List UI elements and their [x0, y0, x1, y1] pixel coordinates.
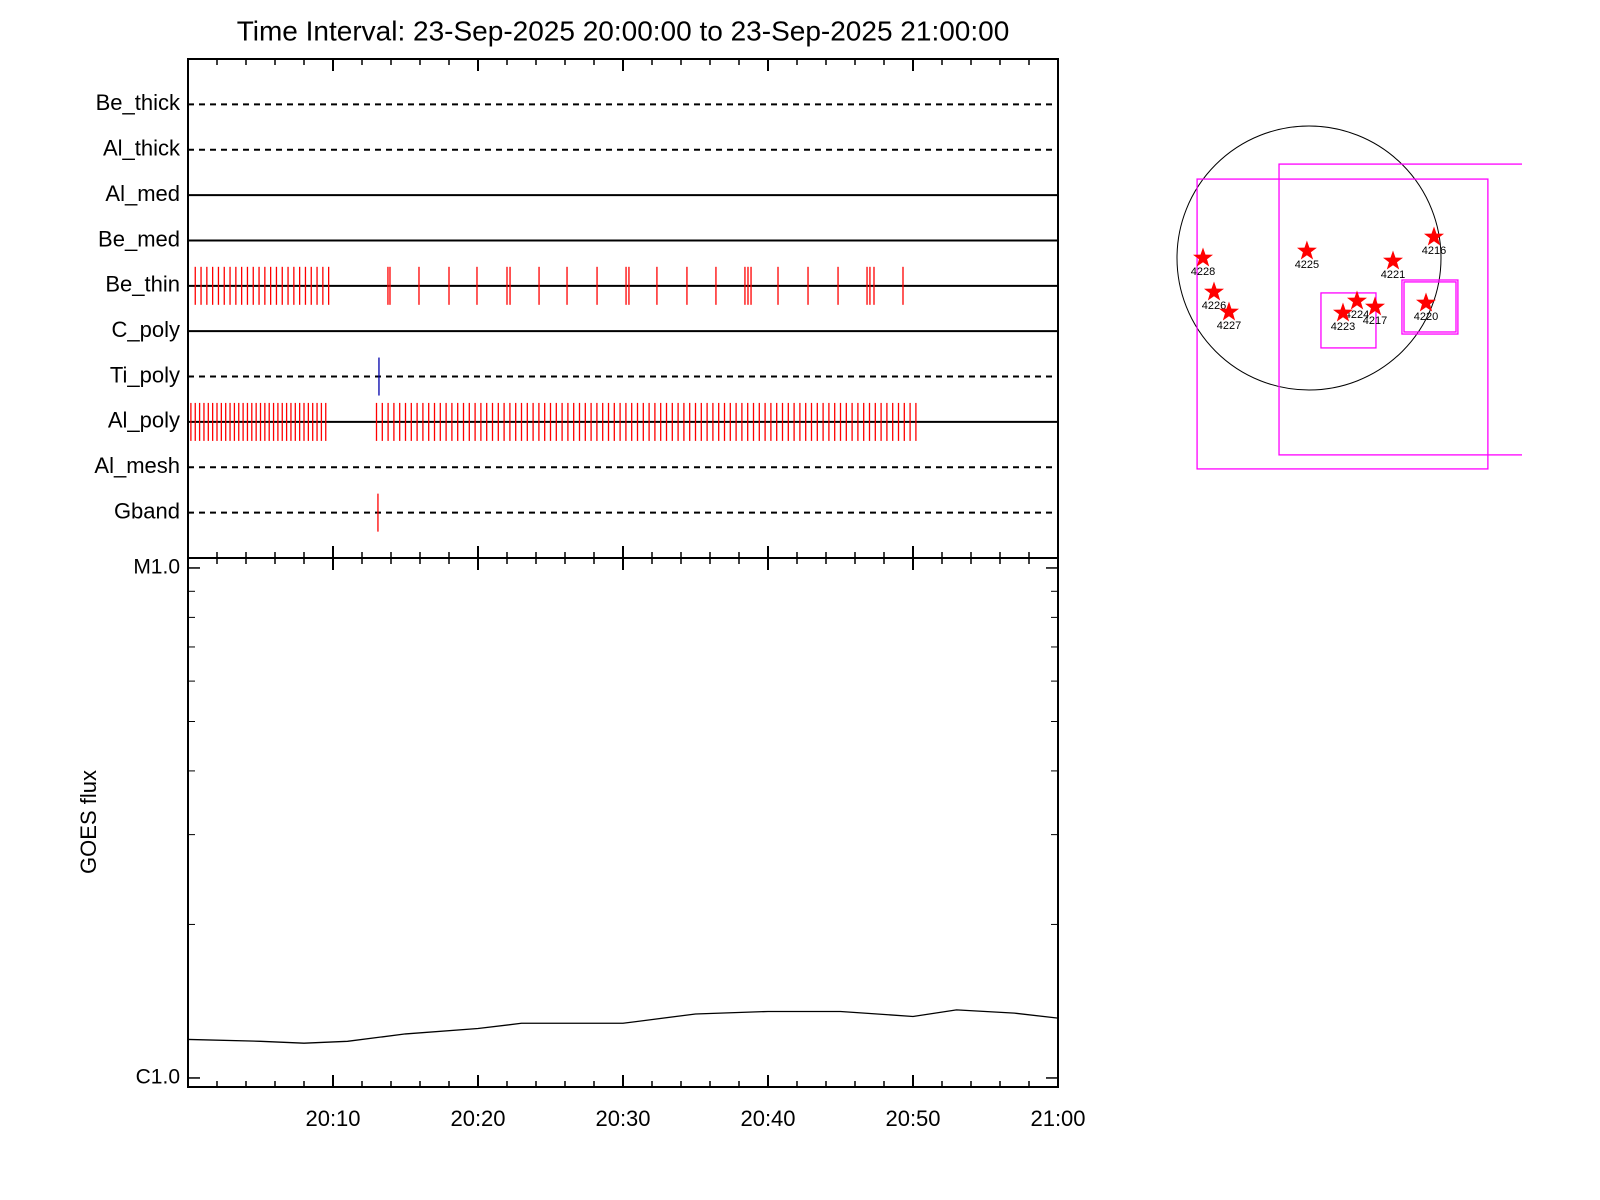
- region-label: 4220: [1414, 311, 1438, 323]
- y-axis-label: GOES flux: [76, 770, 101, 874]
- region-label: 4221: [1381, 269, 1405, 281]
- x-tick-label: 20:40: [740, 1106, 795, 1131]
- region-star: [1219, 301, 1239, 321]
- region-star: [1333, 302, 1353, 322]
- goes-flux-line: [187, 1009, 1059, 1044]
- region-label: 4224: [1345, 309, 1369, 321]
- channel-label: C_poly: [112, 317, 180, 342]
- x-tick-label: 21:00: [1030, 1106, 1085, 1131]
- region-star: [1347, 290, 1367, 310]
- channel-label: Gband: [114, 498, 180, 523]
- channel-label: Be_thin: [105, 272, 180, 297]
- channel-label: Al_thick: [103, 136, 181, 161]
- region-star: [1193, 247, 1213, 267]
- chart-title: Time Interval: 23-Sep-2025 20:00:00 to 2…: [237, 15, 1010, 46]
- channel-label: Be_med: [98, 226, 180, 251]
- fov-box: [1196, 178, 1489, 470]
- region-label: 4227: [1217, 320, 1241, 332]
- region-label: 4216: [1422, 245, 1446, 257]
- fov-box: [1403, 281, 1457, 333]
- region-star: [1365, 296, 1385, 316]
- x-tick-label: 20:50: [885, 1106, 940, 1131]
- region-star: [1424, 226, 1444, 246]
- channel-label: Al_mesh: [94, 453, 180, 478]
- solar-disk: [1176, 125, 1442, 391]
- fov-box: [1278, 163, 1522, 456]
- x-tick-label: 20:10: [305, 1106, 360, 1131]
- region-star: [1204, 281, 1224, 301]
- y-tick-label: C1.0: [136, 1066, 180, 1089]
- channel-label: Al_med: [105, 181, 180, 206]
- channel-label: Al_poly: [108, 408, 180, 433]
- y-tick-label: M1.0: [133, 556, 180, 579]
- channel-label: Be_thick: [96, 90, 181, 115]
- region-label: 4217: [1363, 315, 1387, 327]
- region-star: [1297, 240, 1317, 260]
- region-star: [1416, 292, 1436, 312]
- channel-label: Ti_poly: [110, 362, 180, 387]
- region-label: 4228: [1191, 266, 1215, 278]
- region-label: 4223: [1331, 321, 1355, 333]
- x-tick-label: 20:20: [450, 1106, 505, 1131]
- fov-box: [1320, 292, 1377, 349]
- region-star: [1383, 250, 1403, 270]
- x-tick-label: 20:30: [595, 1106, 650, 1131]
- region-label: 4225: [1295, 259, 1319, 271]
- fov-box: [1401, 279, 1459, 335]
